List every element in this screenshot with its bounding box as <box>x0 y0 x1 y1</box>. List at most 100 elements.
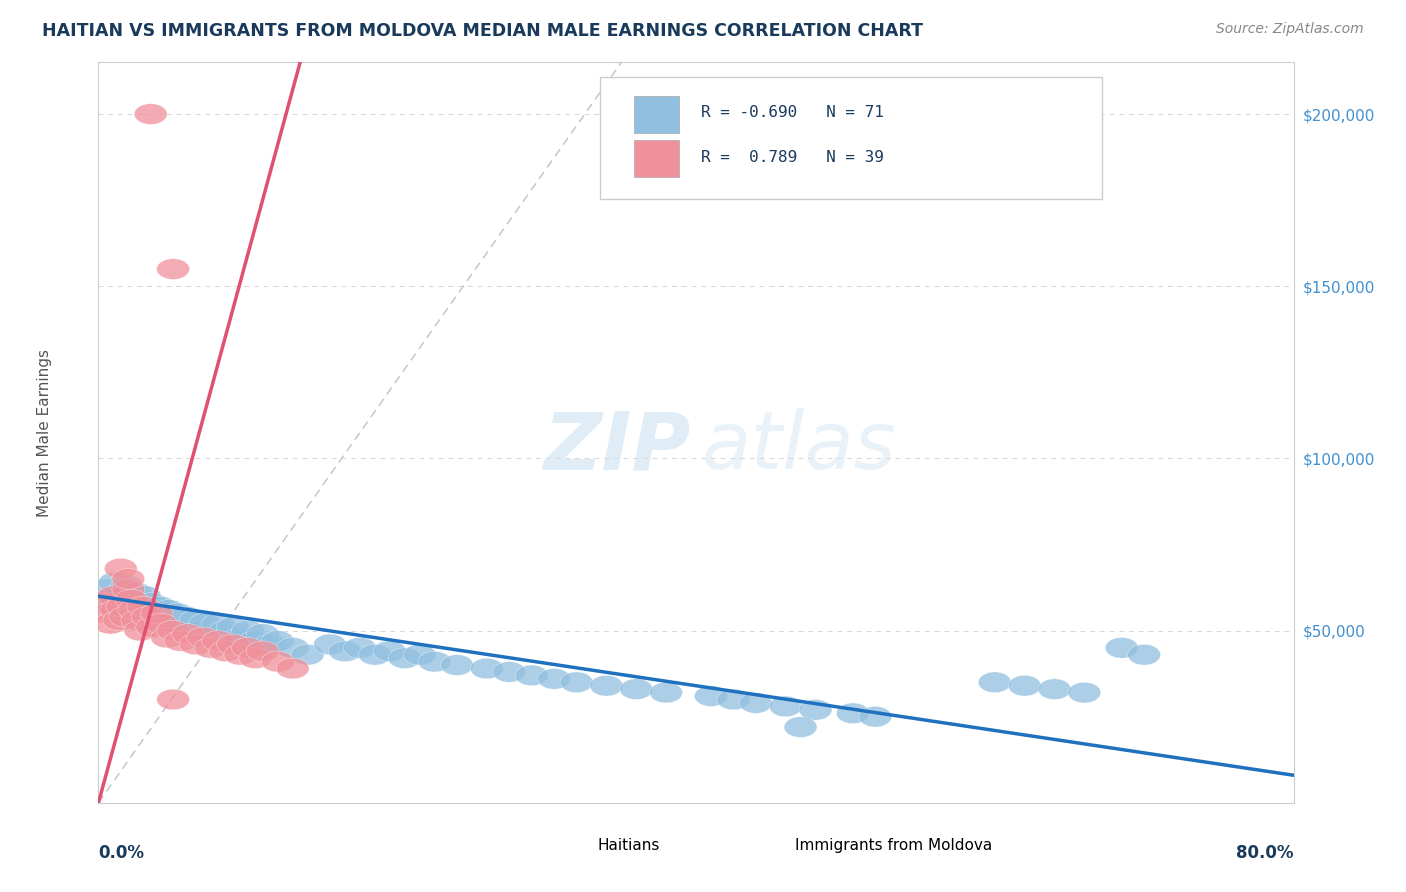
Ellipse shape <box>125 607 159 627</box>
Ellipse shape <box>695 686 727 706</box>
Ellipse shape <box>1038 679 1071 699</box>
Ellipse shape <box>785 716 817 738</box>
Ellipse shape <box>262 651 294 672</box>
Ellipse shape <box>1105 638 1139 658</box>
Ellipse shape <box>117 599 149 620</box>
Ellipse shape <box>224 627 257 648</box>
Ellipse shape <box>97 586 129 607</box>
Ellipse shape <box>537 668 571 690</box>
Ellipse shape <box>122 596 155 617</box>
Ellipse shape <box>799 699 832 720</box>
Bar <box>541 834 586 858</box>
Text: Source: ZipAtlas.com: Source: ZipAtlas.com <box>1216 22 1364 37</box>
Ellipse shape <box>740 692 772 714</box>
Ellipse shape <box>141 603 173 624</box>
Ellipse shape <box>404 644 436 665</box>
Ellipse shape <box>239 648 271 668</box>
Ellipse shape <box>150 627 184 648</box>
Ellipse shape <box>262 631 294 651</box>
Ellipse shape <box>115 590 148 610</box>
Bar <box>634 95 679 133</box>
Ellipse shape <box>188 614 221 634</box>
Ellipse shape <box>246 641 280 662</box>
Ellipse shape <box>769 696 801 716</box>
Text: Immigrants from Moldova: Immigrants from Moldova <box>796 838 993 854</box>
Ellipse shape <box>110 575 143 596</box>
Ellipse shape <box>156 620 190 641</box>
Ellipse shape <box>440 655 474 675</box>
Ellipse shape <box>1008 675 1040 696</box>
Ellipse shape <box>120 582 152 603</box>
Ellipse shape <box>217 634 249 655</box>
Ellipse shape <box>90 579 122 599</box>
Ellipse shape <box>152 599 186 620</box>
Ellipse shape <box>314 634 346 655</box>
Ellipse shape <box>139 603 172 624</box>
Ellipse shape <box>100 599 132 620</box>
Text: R = -0.690   N = 71: R = -0.690 N = 71 <box>700 105 883 120</box>
Text: HAITIAN VS IMMIGRANTS FROM MOLDOVA MEDIAN MALE EARNINGS CORRELATION CHART: HAITIAN VS IMMIGRANTS FROM MOLDOVA MEDIA… <box>42 22 924 40</box>
Ellipse shape <box>148 607 180 627</box>
Ellipse shape <box>232 638 264 658</box>
Ellipse shape <box>515 665 548 686</box>
Ellipse shape <box>232 620 264 641</box>
Ellipse shape <box>118 599 150 620</box>
Ellipse shape <box>135 103 167 124</box>
Ellipse shape <box>1069 682 1101 703</box>
Ellipse shape <box>859 706 891 727</box>
Ellipse shape <box>209 620 242 641</box>
Ellipse shape <box>124 620 156 641</box>
Ellipse shape <box>166 614 198 634</box>
Ellipse shape <box>131 599 165 620</box>
Ellipse shape <box>276 658 309 679</box>
Ellipse shape <box>162 603 194 624</box>
Ellipse shape <box>591 675 623 696</box>
Ellipse shape <box>170 607 202 627</box>
Ellipse shape <box>201 631 235 651</box>
Text: R =  0.789   N = 39: R = 0.789 N = 39 <box>700 150 883 165</box>
Ellipse shape <box>254 634 287 655</box>
Text: Median Male Earnings: Median Male Earnings <box>37 349 52 516</box>
Ellipse shape <box>201 614 235 634</box>
Ellipse shape <box>93 590 125 610</box>
Bar <box>634 140 679 178</box>
Ellipse shape <box>471 658 503 679</box>
Bar <box>738 834 783 858</box>
Ellipse shape <box>246 624 280 644</box>
Text: Haitians: Haitians <box>598 838 661 854</box>
Text: 80.0%: 80.0% <box>1236 844 1294 862</box>
Ellipse shape <box>96 596 128 617</box>
Ellipse shape <box>135 593 167 614</box>
Ellipse shape <box>359 644 391 665</box>
Ellipse shape <box>127 596 160 617</box>
Ellipse shape <box>131 607 165 627</box>
Ellipse shape <box>329 641 361 662</box>
Ellipse shape <box>136 617 169 638</box>
Ellipse shape <box>112 579 145 599</box>
Ellipse shape <box>650 682 682 703</box>
Ellipse shape <box>209 641 242 662</box>
Ellipse shape <box>105 596 139 617</box>
Text: 0.0%: 0.0% <box>98 844 145 862</box>
Ellipse shape <box>184 620 217 641</box>
Ellipse shape <box>276 638 309 658</box>
Ellipse shape <box>194 638 226 658</box>
Ellipse shape <box>179 634 212 655</box>
Ellipse shape <box>239 631 271 651</box>
Ellipse shape <box>374 641 406 662</box>
Ellipse shape <box>121 610 153 631</box>
Ellipse shape <box>1128 644 1160 665</box>
Ellipse shape <box>107 603 141 624</box>
Ellipse shape <box>217 617 249 638</box>
Ellipse shape <box>156 259 190 279</box>
Ellipse shape <box>418 651 451 672</box>
Ellipse shape <box>224 644 257 665</box>
Ellipse shape <box>108 607 142 627</box>
Ellipse shape <box>112 568 145 590</box>
Ellipse shape <box>165 631 197 651</box>
Ellipse shape <box>94 614 127 634</box>
Ellipse shape <box>179 610 212 631</box>
FancyBboxPatch shape <box>600 78 1102 200</box>
Ellipse shape <box>291 644 323 665</box>
Ellipse shape <box>343 638 377 658</box>
